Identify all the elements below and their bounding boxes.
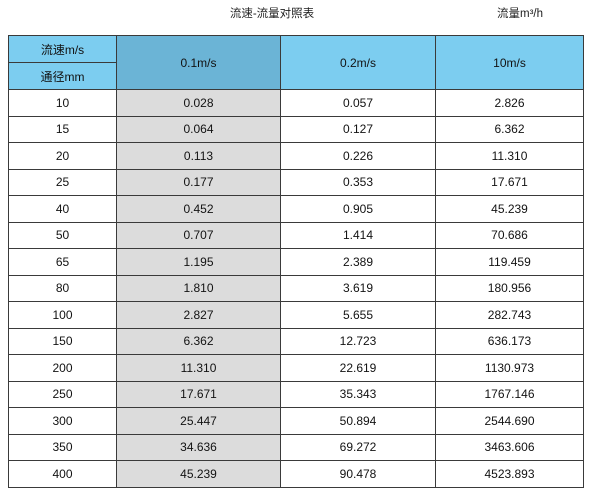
cell-flow-01: 11.310	[116, 354, 281, 382]
table-row: 50 0.707 1.414 70.686	[8, 221, 584, 249]
column-header-2: 10m/s	[435, 35, 584, 90]
cell-flow-02: 0.226	[280, 142, 436, 170]
cell-flow-01: 2.827	[116, 301, 281, 329]
cell-diameter: 400	[8, 460, 117, 488]
cell-flow-10: 4523.893	[435, 460, 584, 488]
cell-flow-01: 1.195	[116, 248, 281, 276]
cell-flow-02: 0.057	[280, 89, 436, 117]
cell-flow-10: 11.310	[435, 142, 584, 170]
cell-flow-02: 1.414	[280, 221, 436, 249]
table-row: 200 11.310 22.619 1130.973	[8, 354, 584, 382]
cell-diameter: 10	[8, 89, 117, 117]
column-header-0: 0.1m/s	[116, 35, 281, 90]
cell-flow-02: 90.478	[280, 460, 436, 488]
cell-flow-10: 119.459	[435, 248, 584, 276]
cell-flow-10: 180.956	[435, 274, 584, 302]
cell-flow-01: 25.447	[116, 407, 281, 435]
cell-flow-02: 35.343	[280, 380, 436, 408]
cell-diameter: 200	[8, 354, 117, 382]
cell-flow-01: 0.064	[116, 115, 281, 143]
flow-rate-table: 流速m/s 0.1m/s 0.2m/s 10m/s 通径mm 10 0.028 0.…	[8, 35, 584, 488]
cell-flow-02: 0.127	[280, 115, 436, 143]
cell-flow-02: 50.894	[280, 407, 436, 435]
cell-flow-10: 2544.690	[435, 407, 584, 435]
title-bar: 流速-流量对照表 流量m³/h	[0, 0, 600, 32]
cell-diameter: 20	[8, 142, 117, 170]
cell-diameter: 150	[8, 327, 117, 355]
table-row: 25 0.177 0.353 17.671	[8, 168, 584, 196]
cell-diameter: 15	[8, 115, 117, 143]
table-row: 40 0.452 0.905 45.239	[8, 195, 584, 223]
cell-flow-10: 1130.973	[435, 354, 584, 382]
cell-flow-01: 0.452	[116, 195, 281, 223]
cell-diameter: 50	[8, 221, 117, 249]
table-row: 80 1.810 3.619 180.956	[8, 274, 584, 302]
cell-flow-01: 0.028	[116, 89, 281, 117]
corner-header-diameter: 通径mm	[8, 62, 117, 90]
cell-flow-02: 3.619	[280, 274, 436, 302]
unit-label: 流量m³/h	[497, 8, 543, 20]
cell-flow-02: 12.723	[280, 327, 436, 355]
flow-rate-table-wrapper: 流速m/s 0.1m/s 0.2m/s 10m/s 通径mm 10 0.028 0.…	[8, 35, 584, 488]
table-row: 150 6.362 12.723 636.173	[8, 327, 584, 355]
cell-flow-02: 0.905	[280, 195, 436, 223]
table-row: 250 17.671 35.343 1767.146	[8, 380, 584, 408]
cell-flow-10: 45.239	[435, 195, 584, 223]
cell-flow-02: 0.353	[280, 168, 436, 196]
cell-flow-01: 0.177	[116, 168, 281, 196]
table-body: 10 0.028 0.057 2.826 15 0.064 0.127 6.362 20 0.11…	[8, 89, 584, 488]
cell-diameter: 25	[8, 168, 117, 196]
cell-diameter: 80	[8, 274, 117, 302]
cell-flow-01: 45.239	[116, 460, 281, 488]
cell-flow-02: 5.655	[280, 301, 436, 329]
cell-flow-10: 1767.146	[435, 380, 584, 408]
cell-flow-01: 0.707	[116, 221, 281, 249]
cell-flow-02: 2.389	[280, 248, 436, 276]
cell-diameter: 65	[8, 248, 117, 276]
table-header: 流速m/s 0.1m/s 0.2m/s 10m/s 通径mm	[8, 35, 584, 90]
table-row: 65 1.195 2.389 119.459	[8, 248, 584, 276]
cell-diameter: 100	[8, 301, 117, 329]
cell-diameter: 40	[8, 195, 117, 223]
header-row-bottom: 通径mm	[8, 62, 584, 90]
cell-diameter: 300	[8, 407, 117, 435]
cell-flow-10: 17.671	[435, 168, 584, 196]
cell-flow-10: 282.743	[435, 301, 584, 329]
cell-flow-10: 3463.606	[435, 433, 584, 461]
cell-flow-10: 70.686	[435, 221, 584, 249]
cell-flow-01: 34.636	[116, 433, 281, 461]
table-row: 20 0.113 0.226 11.310	[8, 142, 584, 170]
cell-flow-01: 17.671	[116, 380, 281, 408]
cell-flow-01: 0.113	[116, 142, 281, 170]
page-title: 流速-流量对照表	[229, 8, 315, 20]
table-row: 400 45.239 90.478 4523.893	[8, 460, 584, 488]
corner-header-velocity: 流速m/s	[8, 35, 117, 63]
cell-flow-10: 6.362	[435, 115, 584, 143]
cell-diameter: 350	[8, 433, 117, 461]
cell-flow-01: 1.810	[116, 274, 281, 302]
cell-diameter: 250	[8, 380, 117, 408]
table-row: 350 34.636 69.272 3463.606	[8, 433, 584, 461]
column-header-1: 0.2m/s	[280, 35, 436, 90]
table-row: 100 2.827 5.655 282.743	[8, 301, 584, 329]
table-row: 10 0.028 0.057 2.826	[8, 89, 584, 117]
cell-flow-10: 636.173	[435, 327, 584, 355]
cell-flow-02: 22.619	[280, 354, 436, 382]
cell-flow-01: 6.362	[116, 327, 281, 355]
table-row: 300 25.447 50.894 2544.690	[8, 407, 584, 435]
cell-flow-10: 2.826	[435, 89, 584, 117]
table-row: 15 0.064 0.127 6.362	[8, 115, 584, 143]
header-row-top: 流速m/s 0.1m/s 0.2m/s 10m/s	[8, 35, 584, 90]
cell-flow-02: 69.272	[280, 433, 436, 461]
